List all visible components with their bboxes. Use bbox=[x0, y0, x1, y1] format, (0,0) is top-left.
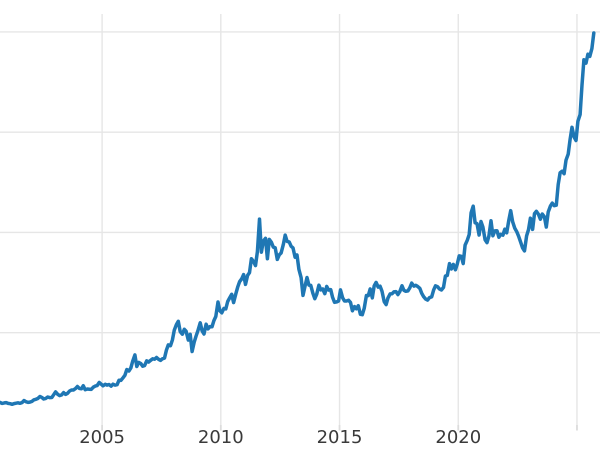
x-tick-label: 2005 bbox=[79, 427, 125, 448]
x-tick-label: 2020 bbox=[435, 427, 482, 448]
x-tick-label: 2015 bbox=[316, 427, 363, 448]
price-line-series bbox=[0, 31, 596, 407]
x-tick-label: 2010 bbox=[197, 427, 244, 448]
